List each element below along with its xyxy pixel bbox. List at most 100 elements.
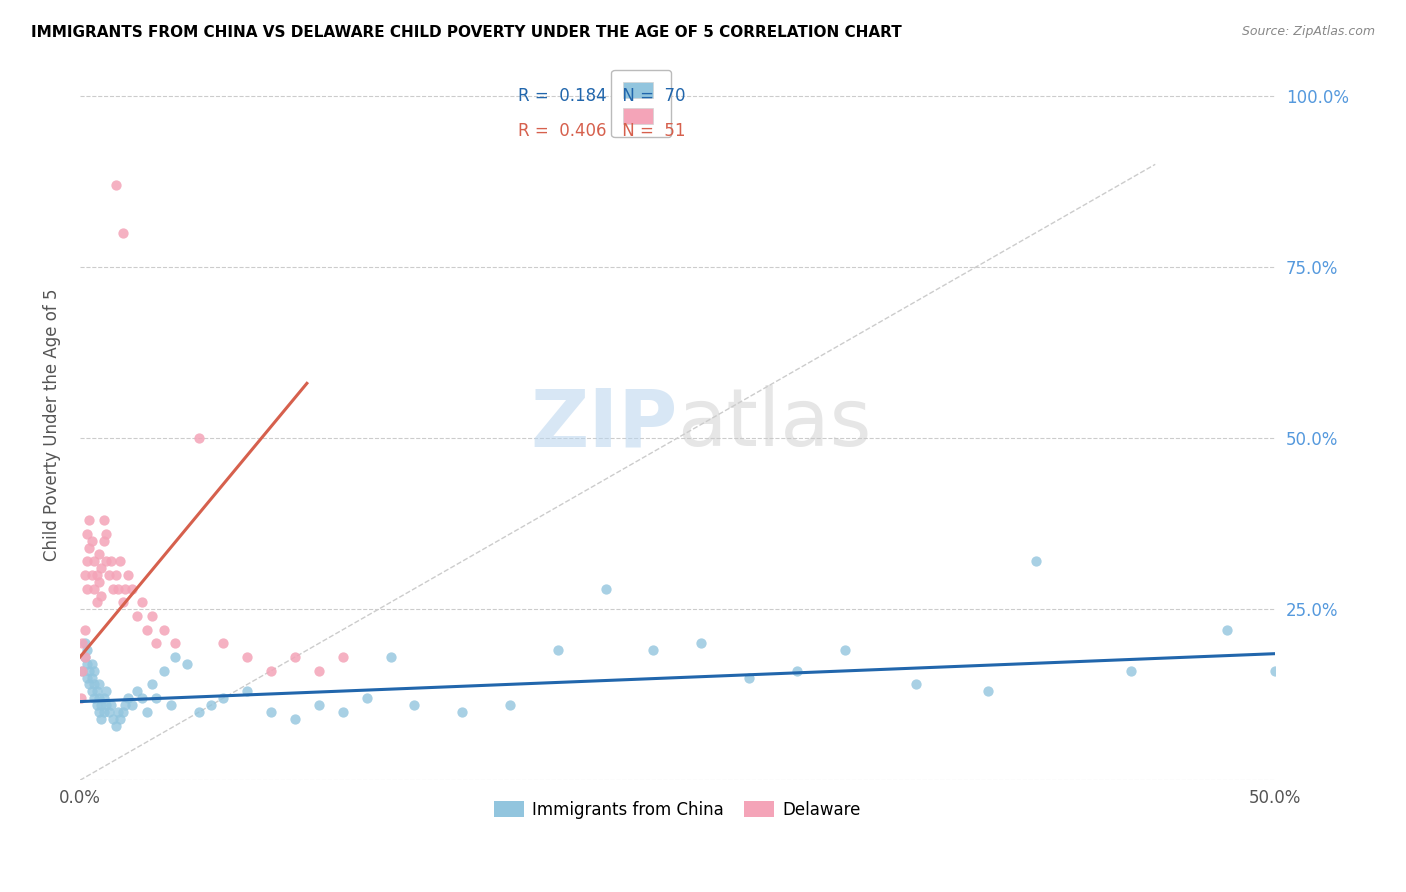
Point (905, 677, 928, 691)
Point (188, 431, 211, 445)
Point (834, 643, 856, 657)
Point (380, 650, 402, 665)
Point (1025, 554, 1047, 568)
Point (107, 705, 129, 719)
Point (117, 568, 139, 582)
Point (110, 712, 132, 726)
Point (86, 698, 108, 712)
Point (83, 582, 105, 596)
Text: ZIP: ZIP (530, 385, 678, 464)
Point (87, 677, 110, 691)
Point (165, 636, 187, 650)
Point (114, 698, 136, 712)
Point (87, 548, 110, 562)
Point (308, 698, 330, 712)
Point (73, 650, 96, 665)
Point (690, 636, 713, 650)
Point (260, 705, 283, 719)
Point (152, 664, 174, 678)
Point (451, 705, 474, 719)
Point (595, 582, 617, 596)
Point (90, 698, 112, 712)
Point (176, 657, 198, 671)
Point (86, 595, 108, 609)
Y-axis label: Child Poverty Under the Age of 5: Child Poverty Under the Age of 5 (44, 288, 60, 561)
Point (86, 684, 108, 698)
Point (93, 691, 115, 706)
Point (260, 664, 283, 678)
Point (76, 671, 98, 685)
Legend: Immigrants from China, Delaware: Immigrants from China, Delaware (488, 794, 868, 825)
Point (135, 623, 157, 637)
Point (80, 657, 103, 671)
Point (96, 698, 118, 712)
Point (145, 636, 167, 650)
Point (643, 643, 665, 657)
Point (79, 664, 101, 678)
Point (212, 636, 235, 650)
Point (1121, 664, 1143, 678)
Point (547, 643, 569, 657)
Point (738, 671, 761, 685)
Point (96, 554, 118, 568)
Point (72, 664, 94, 678)
Point (97, 568, 120, 582)
Point (80, 684, 103, 698)
Point (104, 178, 127, 192)
Point (76, 643, 98, 657)
Point (284, 650, 307, 665)
Point (86, 568, 108, 582)
Point (141, 677, 163, 691)
Point (236, 650, 259, 665)
Point (284, 712, 307, 726)
Point (152, 623, 174, 637)
Point (80, 671, 103, 685)
Point (141, 609, 163, 624)
Point (1264, 664, 1286, 678)
Point (212, 691, 235, 706)
Point (93, 533, 115, 548)
Point (83, 677, 105, 691)
Point (73, 650, 96, 665)
Point (73, 568, 96, 582)
Point (121, 698, 143, 712)
Point (110, 554, 132, 568)
Point (96, 527, 118, 541)
Point (200, 698, 222, 712)
Point (93, 705, 115, 719)
Point (111, 705, 134, 719)
Point (73, 623, 96, 637)
Point (72, 664, 94, 678)
Point (70, 691, 93, 706)
Point (135, 705, 157, 719)
Point (87, 705, 110, 719)
Point (96, 684, 118, 698)
Point (93, 513, 115, 527)
Point (80, 568, 103, 582)
Point (111, 226, 134, 240)
Point (165, 650, 187, 665)
Point (127, 684, 149, 698)
Point (83, 691, 105, 706)
Point (127, 609, 149, 624)
Point (100, 698, 122, 712)
Point (145, 691, 167, 706)
Point (332, 650, 354, 665)
Point (76, 527, 98, 541)
Point (90, 712, 112, 726)
Point (76, 554, 98, 568)
Point (308, 664, 330, 678)
Point (499, 698, 522, 712)
Point (103, 712, 125, 726)
Point (72, 636, 94, 650)
Point (73, 636, 96, 650)
Point (87, 574, 110, 589)
Point (76, 582, 98, 596)
Point (79, 541, 101, 555)
Point (79, 677, 101, 691)
Text: R =  0.406   N =  51: R = 0.406 N = 51 (519, 122, 686, 140)
Text: atlas: atlas (678, 385, 872, 464)
Point (114, 582, 136, 596)
Point (117, 691, 139, 706)
Point (104, 568, 127, 582)
